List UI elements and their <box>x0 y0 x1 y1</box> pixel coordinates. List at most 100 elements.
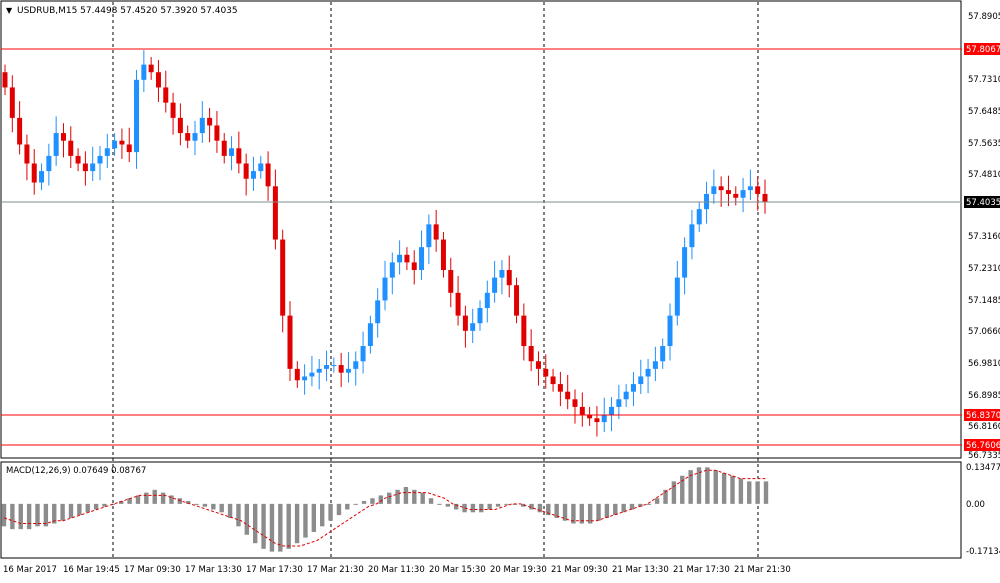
candle-body <box>316 368 322 373</box>
candle-body <box>630 384 636 392</box>
time-label: 17 Mar 17:30 <box>246 565 303 575</box>
macd-bar <box>755 481 760 504</box>
candle-body <box>601 414 607 423</box>
macd-bar <box>378 495 384 504</box>
time-label: 17 Mar 13:30 <box>185 565 242 575</box>
macd-bar <box>613 503 618 516</box>
price-axis: 57.8905 57.7310 57.6485 57.5635 57.4810 … <box>968 12 1000 461</box>
time-label: 20 Mar 15:30 <box>429 565 486 575</box>
candle-body <box>134 79 140 153</box>
candle-body <box>280 239 286 316</box>
candle-body <box>426 224 432 248</box>
candle-body <box>170 102 176 118</box>
price-tick: 57.6485 <box>968 107 1000 117</box>
macd-bar <box>680 475 685 504</box>
macd-bar <box>638 503 643 507</box>
price-tick: 56.7335 <box>968 451 1000 461</box>
candle-body <box>141 64 147 80</box>
macd-bar <box>554 503 559 518</box>
candle-body <box>338 365 344 373</box>
current-price-label: 57.4035 <box>966 198 1000 208</box>
macd-bar <box>294 503 300 544</box>
macd-bar <box>127 498 132 504</box>
macd-bar <box>219 503 224 513</box>
time-label: 16 Mar 19:45 <box>63 565 120 575</box>
candle-body <box>682 247 688 278</box>
candle-body <box>499 269 505 278</box>
price-tick: 57.7310 <box>968 75 1000 85</box>
macd-bar <box>654 498 660 504</box>
candle-body <box>718 186 724 191</box>
candle-body <box>126 144 132 153</box>
candle-body <box>462 315 468 331</box>
macd-bar <box>345 503 350 510</box>
macd-bar <box>119 501 124 504</box>
price-tick: 57.1485 <box>968 296 1000 306</box>
macd-bar <box>77 503 82 516</box>
macd-bar <box>43 503 49 527</box>
candle-body <box>265 163 271 187</box>
session-separators <box>112 2 759 558</box>
macd-tick: 0.00 <box>966 500 985 510</box>
macd-bar <box>311 503 317 532</box>
macd-tick: 0.134775 <box>966 463 1000 473</box>
candle-body <box>674 277 680 316</box>
macd-bar <box>537 503 543 513</box>
time-label: 20 Mar 11:30 <box>368 565 425 575</box>
candle-body <box>31 163 37 183</box>
candle-body <box>9 87 15 118</box>
candle-body <box>506 269 512 286</box>
candle-body <box>455 292 461 316</box>
candle-body <box>492 277 498 293</box>
candle-body <box>587 414 593 419</box>
candle-body <box>638 376 644 385</box>
price-tick: 57.5635 <box>968 139 1000 149</box>
candle-body <box>2 72 8 88</box>
macd-bar <box>596 503 601 521</box>
candle-body <box>484 292 490 309</box>
candle-body <box>250 171 256 179</box>
macd-bar <box>688 470 693 504</box>
macd-bar <box>236 503 241 527</box>
candle-body <box>17 117 23 145</box>
candle-body <box>148 64 154 73</box>
candle-body <box>272 186 278 240</box>
macd-bar <box>18 503 23 530</box>
candle-body <box>331 365 337 367</box>
candle-body <box>90 163 96 172</box>
macd-bar <box>495 503 501 507</box>
macd-bar <box>621 503 626 513</box>
candle-body <box>199 117 205 134</box>
macd-bar <box>562 503 568 521</box>
candle-body <box>302 376 308 381</box>
macd-bar <box>336 503 342 516</box>
candle-body <box>229 148 235 156</box>
time-label: 17 Mar 21:30 <box>307 565 364 575</box>
candle-body <box>367 323 373 347</box>
header-marker[interactable]: ▼ <box>6 6 13 15</box>
candle-body <box>565 391 571 400</box>
candle-body <box>419 247 425 270</box>
candle-body <box>667 315 673 347</box>
time-label: 21 Mar 21:30 <box>734 565 791 575</box>
macd-signal-line <box>3 469 766 547</box>
resistance-price-label: 57.8067 <box>966 45 1000 55</box>
macd-bar <box>671 481 677 504</box>
candle-body <box>397 254 403 263</box>
candle-body <box>104 148 110 156</box>
candle-body <box>470 323 476 331</box>
macd-bar <box>479 503 484 513</box>
macd-bar <box>747 481 752 504</box>
macd-bar <box>520 503 526 507</box>
macd-bar <box>462 503 467 513</box>
macd-bar <box>420 492 425 504</box>
candles-layer <box>2 50 768 437</box>
current-price-badge <box>964 196 1000 208</box>
candle-body <box>353 361 359 369</box>
price-panel[interactable] <box>0 0 962 459</box>
macd-bar <box>169 495 174 504</box>
macd-bar <box>160 492 166 504</box>
candle-body <box>46 155 52 172</box>
